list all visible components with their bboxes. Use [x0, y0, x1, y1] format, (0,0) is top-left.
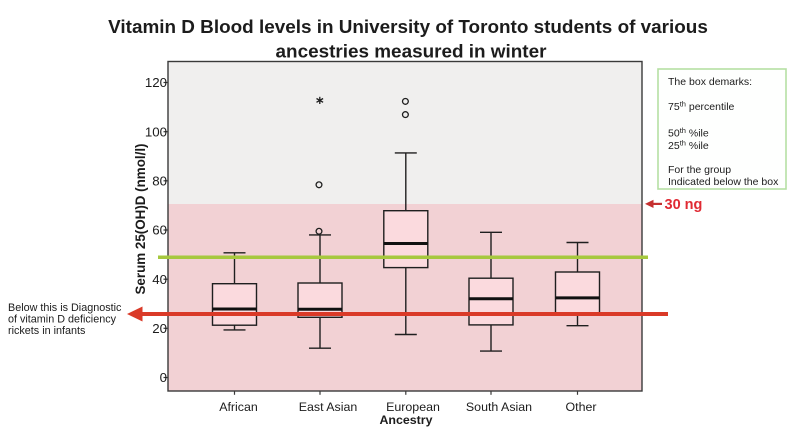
svg-text:0: 0 — [160, 370, 167, 385]
svg-text:80: 80 — [152, 174, 167, 189]
svg-text:African: African — [219, 400, 258, 414]
svg-text:ancestries measured in winter: ancestries measured in winter — [276, 42, 548, 63]
svg-text:of vitamin D deficiency: of vitamin D deficiency — [8, 313, 117, 325]
svg-text:30 ng: 30 ng — [665, 197, 703, 213]
svg-text:Vitamin D Blood levels in Univ: Vitamin D Blood levels in University of … — [108, 17, 708, 38]
svg-text:For the group: For the group — [668, 164, 731, 176]
svg-text:Below this is Diagnostic: Below this is Diagnostic — [8, 302, 122, 314]
svg-text:Ancestry: Ancestry — [379, 413, 432, 427]
svg-text:50th %ile: 50th %ile — [668, 126, 709, 140]
svg-text:120: 120 — [145, 75, 167, 90]
svg-text:Indicated below the box: Indicated below the box — [668, 176, 779, 188]
svg-text:East Asian: East Asian — [299, 400, 358, 414]
svg-text:75th percentile: 75th percentile — [668, 100, 735, 114]
svg-text:The box demarks:: The box demarks: — [668, 76, 752, 88]
svg-text:60: 60 — [152, 223, 167, 238]
svg-text:Other: Other — [566, 400, 597, 414]
svg-text:40: 40 — [152, 272, 167, 287]
svg-text:rickets in infants: rickets in infants — [8, 325, 86, 337]
svg-text:100: 100 — [145, 124, 167, 139]
svg-text:25th %ile: 25th %ile — [668, 138, 709, 152]
svg-text:Serum 25(OH)D (nmol/l): Serum 25(OH)D (nmol/l) — [133, 143, 148, 294]
svg-text:European: European — [386, 400, 440, 414]
svg-text:20: 20 — [152, 321, 167, 336]
svg-text:South Asian: South Asian — [466, 400, 532, 414]
